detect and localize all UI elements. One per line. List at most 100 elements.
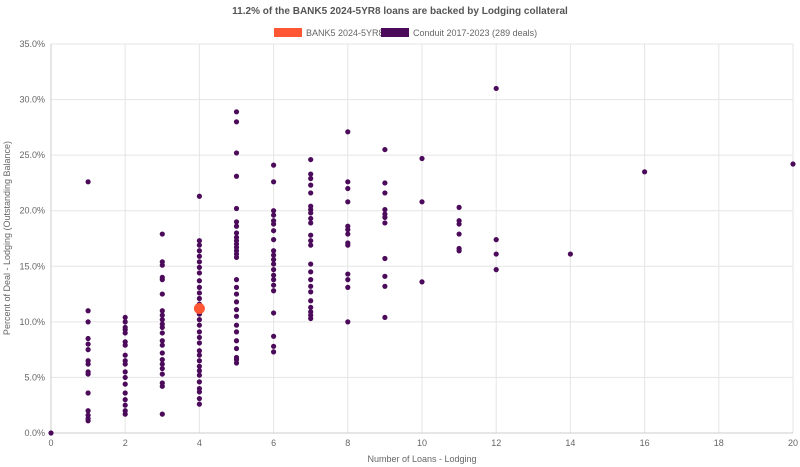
data-point xyxy=(196,389,202,395)
data-point xyxy=(345,129,351,135)
data-point xyxy=(308,277,314,283)
data-point xyxy=(271,288,277,294)
data-point xyxy=(196,340,202,346)
data-point xyxy=(271,282,277,288)
data-point xyxy=(122,402,128,408)
data-point xyxy=(159,262,165,268)
x-tick-label: 12 xyxy=(491,438,501,448)
data-point xyxy=(382,314,388,321)
data-point xyxy=(308,210,314,216)
data-point xyxy=(159,317,165,323)
data-point xyxy=(48,430,54,436)
data-point xyxy=(233,360,240,366)
data-point xyxy=(233,205,240,212)
data-point xyxy=(345,227,351,233)
x-tick-label: 4 xyxy=(197,438,202,448)
data-point xyxy=(122,369,128,375)
data-point xyxy=(159,308,165,314)
x-tick-label: 18 xyxy=(714,438,724,448)
data-point xyxy=(382,207,388,213)
data-point xyxy=(456,221,462,227)
data-point xyxy=(233,329,240,335)
data-point xyxy=(642,169,648,175)
data-point xyxy=(271,261,277,267)
data-point xyxy=(196,278,202,284)
data-point xyxy=(382,146,388,153)
data-point xyxy=(196,290,202,296)
data-point xyxy=(196,295,202,302)
data-point xyxy=(122,381,128,387)
data-point xyxy=(382,214,388,220)
y-tick-label: 35.0% xyxy=(19,39,45,49)
data-point xyxy=(493,267,499,273)
data-point xyxy=(85,341,91,347)
data-point xyxy=(271,228,277,234)
data-point xyxy=(271,248,277,254)
y-tick-label: 20.0% xyxy=(19,206,45,216)
data-point xyxy=(308,315,314,322)
data-point xyxy=(196,363,202,369)
data-point xyxy=(159,357,165,363)
data-point xyxy=(271,252,277,258)
data-point xyxy=(345,284,351,290)
data-point xyxy=(233,277,240,283)
data-point xyxy=(85,347,91,353)
data-point xyxy=(345,179,351,185)
data-point xyxy=(196,379,202,385)
data-point xyxy=(159,342,165,348)
y-tick-label: 0.0% xyxy=(24,428,45,438)
data-point xyxy=(382,273,388,279)
y-tick-label: 5.0% xyxy=(24,372,45,382)
data-point xyxy=(196,253,202,259)
data-point xyxy=(196,193,202,199)
data-point xyxy=(85,335,91,342)
data-point xyxy=(233,173,240,179)
data-point xyxy=(271,343,277,349)
data-point xyxy=(85,179,91,185)
data-point xyxy=(308,171,314,177)
x-tick-label: 6 xyxy=(271,438,276,448)
data-point xyxy=(196,401,202,407)
data-point xyxy=(159,365,165,372)
data-point xyxy=(122,361,128,367)
x-axis-ticks: 0 2 4 6 8 10 12 14 16 18 20 xyxy=(48,438,798,448)
x-tick-label: 16 xyxy=(640,438,650,448)
data-point xyxy=(233,254,240,260)
data-point xyxy=(196,329,202,335)
data-point xyxy=(196,284,202,290)
y-tick-label: 15.0% xyxy=(19,261,45,271)
data-point xyxy=(159,324,165,331)
data-point xyxy=(159,312,165,318)
data-point xyxy=(233,119,240,125)
data-point xyxy=(567,251,574,257)
data-point xyxy=(233,299,240,305)
data-point xyxy=(419,279,425,285)
data-point xyxy=(271,349,277,355)
data-point xyxy=(85,371,91,377)
data-point xyxy=(233,284,240,290)
data-point xyxy=(159,330,165,336)
data-point xyxy=(493,237,499,243)
data-point xyxy=(196,238,202,244)
data-point xyxy=(233,291,240,297)
data-point xyxy=(308,175,314,182)
data-point xyxy=(271,333,277,339)
data-point xyxy=(271,267,277,273)
data-point xyxy=(196,264,202,270)
data-point xyxy=(308,242,314,248)
data-point xyxy=(122,352,128,358)
x-tick-label: 10 xyxy=(417,438,427,448)
data-point xyxy=(271,212,277,218)
data-point xyxy=(271,310,277,316)
data-point xyxy=(159,291,165,297)
data-point xyxy=(122,342,128,348)
data-point xyxy=(122,314,128,321)
data-points xyxy=(48,85,796,436)
legend-swatch-conduit xyxy=(381,28,409,37)
data-point xyxy=(122,411,128,417)
data-point xyxy=(196,358,202,364)
data-point xyxy=(159,338,165,344)
data-point xyxy=(196,334,202,341)
data-point xyxy=(345,277,351,283)
